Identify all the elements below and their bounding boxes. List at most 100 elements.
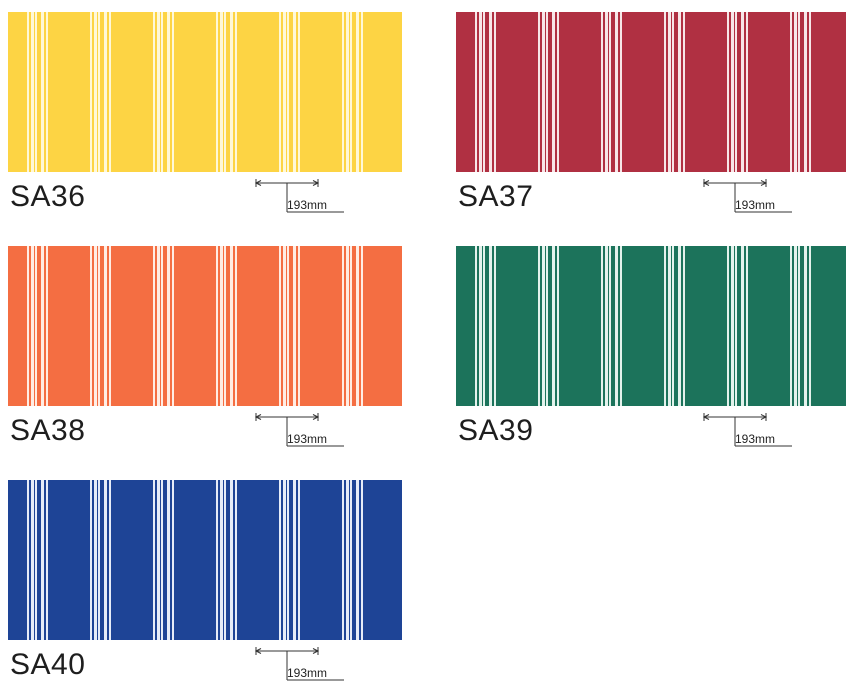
fabric-stripe bbox=[287, 480, 289, 640]
fabric-stripe bbox=[809, 12, 811, 172]
fabric-stripe bbox=[741, 12, 744, 172]
fabric-ground bbox=[8, 12, 402, 172]
fabric-stripe bbox=[35, 246, 37, 406]
swatch-sa36: SA36 193mm bbox=[8, 12, 402, 213]
fabric-ground bbox=[8, 480, 402, 640]
repeat-width-label: 193mm bbox=[287, 198, 328, 212]
fabric-stripe bbox=[172, 480, 174, 640]
swatch-sa38: SA38 193mm bbox=[8, 246, 402, 448]
repeat-width-label: 193mm bbox=[287, 666, 328, 680]
fabric-stripe bbox=[298, 480, 300, 640]
fabric-stripe bbox=[342, 480, 344, 640]
fabric-stripe bbox=[350, 246, 352, 406]
fabric-stripe bbox=[94, 246, 97, 406]
fabric-stripe bbox=[35, 480, 37, 640]
fabric-stripe bbox=[735, 246, 737, 406]
fabric-stripe bbox=[346, 12, 349, 172]
fabric-stripe bbox=[153, 246, 155, 406]
fabric-stripe bbox=[224, 246, 226, 406]
dimension-line-icon bbox=[254, 647, 344, 681]
fabric-stripe bbox=[620, 12, 622, 172]
fabric-stripe bbox=[746, 12, 748, 172]
fabric-stripe bbox=[167, 480, 170, 640]
dimension-line-icon bbox=[254, 413, 344, 447]
fabric-stripe bbox=[672, 12, 674, 172]
fabric-stripe bbox=[283, 246, 286, 406]
fabric-stripe bbox=[167, 12, 170, 172]
fabric-stripe bbox=[235, 480, 237, 640]
dimension-line-icon bbox=[254, 179, 344, 213]
fabric-stripe bbox=[615, 246, 618, 406]
fabric-stripe bbox=[356, 246, 359, 406]
fabric-ground bbox=[456, 246, 846, 406]
fabric-stripe bbox=[283, 480, 286, 640]
fabric-stripe bbox=[104, 12, 107, 172]
fabric-stripe bbox=[731, 12, 734, 172]
fabric-stripe bbox=[298, 246, 300, 406]
fabric-stripe bbox=[746, 246, 748, 406]
fabric-stripe bbox=[46, 12, 48, 172]
fabric-stripe bbox=[668, 12, 671, 172]
fabric-stripe bbox=[279, 246, 281, 406]
fabric-stripe bbox=[542, 12, 545, 172]
fabric-stripe bbox=[220, 480, 223, 640]
fabric-stripe bbox=[298, 12, 300, 172]
repeat-width-indicator: 193mm bbox=[252, 412, 348, 448]
fabric-stripe bbox=[609, 12, 611, 172]
fabric-stripe bbox=[557, 12, 559, 172]
fabric-stripe bbox=[94, 480, 97, 640]
fabric-stripe bbox=[494, 246, 496, 406]
fabric-stripe bbox=[683, 246, 685, 406]
swatch-code: SA37 bbox=[458, 180, 534, 213]
fabric-stripe bbox=[287, 12, 289, 172]
swatch-code: SA39 bbox=[458, 414, 534, 447]
swatch-code: SA40 bbox=[10, 648, 86, 681]
fabric-stripe bbox=[683, 12, 685, 172]
fabric-stripe bbox=[809, 246, 811, 406]
fabric-stripe bbox=[98, 480, 100, 640]
fabric-stripe bbox=[609, 246, 611, 406]
fabric-stripe bbox=[31, 246, 34, 406]
repeat-width-label: 193mm bbox=[287, 432, 328, 446]
fabric-stripe bbox=[483, 246, 485, 406]
fabric-stripe bbox=[46, 246, 48, 406]
fabric-ground bbox=[8, 246, 402, 406]
dimension-line-icon bbox=[702, 413, 792, 447]
fabric-stripe bbox=[109, 246, 111, 406]
fabric-stripe bbox=[98, 246, 100, 406]
fabric-stripe bbox=[552, 12, 555, 172]
fabric-stripe bbox=[538, 12, 540, 172]
fabric-stripe bbox=[489, 246, 492, 406]
fabric-stripe bbox=[361, 480, 363, 640]
fabric-stripe bbox=[790, 246, 792, 406]
fabric-stripe bbox=[216, 246, 218, 406]
fabric-stripe bbox=[230, 12, 233, 172]
fabric-stripe bbox=[664, 12, 666, 172]
fabric-stripe bbox=[538, 246, 540, 406]
fabric-stripe bbox=[27, 480, 29, 640]
fabric-stripe bbox=[161, 246, 163, 406]
swatch-sa37: SA37 193mm bbox=[456, 12, 846, 213]
fabric-stripe bbox=[672, 246, 674, 406]
fabric-stripe bbox=[98, 12, 100, 172]
fabric-stripe bbox=[283, 12, 286, 172]
swatch-sa40: SA40 193mm bbox=[8, 480, 402, 681]
fabric-stripe bbox=[346, 480, 349, 640]
fabric-stripe bbox=[157, 12, 160, 172]
fabric-stripe bbox=[790, 12, 792, 172]
fabric-stripe bbox=[361, 12, 363, 172]
fabric-stripe bbox=[153, 480, 155, 640]
fabric-stripe bbox=[230, 246, 233, 406]
fabric-stripe bbox=[46, 480, 48, 640]
repeat-width-label: 193mm bbox=[735, 432, 776, 446]
fabric-stripe bbox=[293, 246, 296, 406]
fabric-stripe bbox=[216, 12, 218, 172]
fabric-stripe bbox=[346, 246, 349, 406]
fabric-stripe bbox=[27, 12, 29, 172]
fabric-stripe bbox=[109, 12, 111, 172]
fabric-stripe bbox=[342, 12, 344, 172]
fabric-sample-sa40 bbox=[8, 480, 402, 640]
fabric-stripe bbox=[104, 480, 107, 640]
fabric-stripe bbox=[804, 12, 807, 172]
fabric-sample-sa37 bbox=[456, 12, 846, 172]
